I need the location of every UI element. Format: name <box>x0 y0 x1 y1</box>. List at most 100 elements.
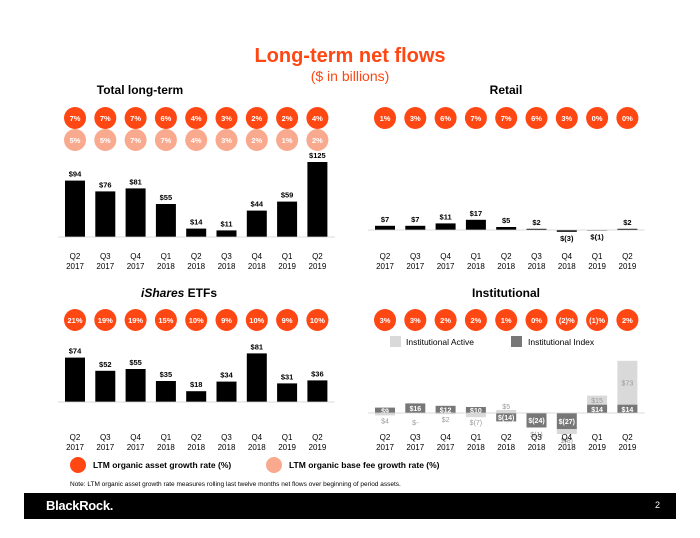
asset-growth-circle <box>276 309 299 331</box>
category-label-year: 2018 <box>528 443 546 452</box>
bar-value-label: $7 <box>411 215 419 224</box>
category-label-quarter: Q2 <box>70 433 81 442</box>
institutional-index-value-label: $5 <box>502 404 510 411</box>
category-label-year: 2017 <box>127 443 145 452</box>
category-label-year: 2018 <box>187 443 205 452</box>
institutional-index-value-label: $4 <box>381 418 389 425</box>
bar-value-label: $36 <box>311 369 324 378</box>
category-label-quarter: Q4 <box>561 433 572 442</box>
asset-growth-label: 2% <box>251 114 262 123</box>
slide-title: Long-term net flows <box>254 45 445 67</box>
legend-base-fee-growth-swatch <box>266 457 282 473</box>
asset-growth-label: 1% <box>380 114 391 123</box>
asset-growth-circle <box>306 309 329 331</box>
asset-growth-circle <box>185 107 208 129</box>
category-label-year: 2017 <box>406 262 424 271</box>
asset-growth-circle <box>94 309 117 331</box>
category-label-year: 2019 <box>619 262 637 271</box>
category-label-quarter: Q4 <box>561 252 572 261</box>
bar-value-label: $14 <box>190 218 203 227</box>
category-label-quarter: Q2 <box>622 252 633 261</box>
asset-growth-label: 15% <box>158 316 173 325</box>
bar-institutional-active <box>375 407 395 413</box>
bar-value-label: $74 <box>69 347 82 356</box>
asset-growth-circle <box>434 107 457 129</box>
asset-growth-label: 6% <box>160 114 171 123</box>
category-label-quarter: Q2 <box>622 433 633 442</box>
institutional-index-value-label: $73 <box>622 381 634 388</box>
bar <box>556 230 577 232</box>
ishares-title: iShares ETFs <box>141 286 217 300</box>
bar <box>307 162 328 237</box>
asset-growth-label: 19% <box>98 316 113 325</box>
asset-growth-label: 2% <box>282 114 293 123</box>
footnote: Note: LTM organic asset growth rate meas… <box>70 481 401 488</box>
asset-growth-label: 7% <box>470 114 481 123</box>
bar <box>186 391 207 402</box>
asset-growth-circle <box>555 107 578 129</box>
category-label-year: 2019 <box>619 443 637 452</box>
bar <box>277 383 298 402</box>
institutional-active-value-label: $(27) <box>559 419 575 426</box>
bar-institutional-active <box>405 403 426 413</box>
base-fee-growth-label: 5% <box>70 136 81 145</box>
category-label-quarter: Q1 <box>282 252 293 261</box>
bar-value-label: $81 <box>251 342 264 351</box>
asset-growth-circle <box>525 107 548 129</box>
bar <box>435 223 456 230</box>
asset-growth-circle <box>616 107 639 129</box>
base-fee-growth-label: 1% <box>282 136 293 145</box>
asset-growth-circle <box>154 309 177 331</box>
base-fee-growth-label: 7% <box>160 136 171 145</box>
bar-institutional-active <box>465 407 486 413</box>
bar <box>216 381 237 402</box>
category-label-year: 2019 <box>309 262 327 271</box>
category-label-year: 2019 <box>309 443 327 452</box>
category-label-year: 2018 <box>157 262 175 271</box>
asset-growth-label: 7% <box>70 114 81 123</box>
retail-title: Retail <box>490 83 523 97</box>
bar <box>246 210 267 237</box>
category-label-year: 2019 <box>588 443 606 452</box>
asset-growth-circle <box>124 309 147 331</box>
bar-value-label: $2 <box>623 218 631 227</box>
asset-growth-label: 3% <box>561 114 572 123</box>
bar <box>617 228 638 230</box>
category-label-quarter: Q1 <box>161 433 172 442</box>
bar-institutional-index <box>617 360 638 405</box>
base-fee-growth-label: 5% <box>100 136 111 145</box>
bar <box>465 219 486 230</box>
legend-swatch-institutional-index <box>511 336 522 347</box>
legend-swatch-institutional-active <box>390 336 401 347</box>
asset-growth-circle <box>525 309 548 331</box>
category-label-quarter: Q2 <box>191 252 202 261</box>
institutional-index-value-label: $15 <box>591 398 603 405</box>
asset-growth-circle <box>404 309 427 331</box>
bar <box>125 369 146 402</box>
category-label-quarter: Q4 <box>251 252 262 261</box>
bar-value-label: $81 <box>129 177 142 186</box>
asset-growth-circle <box>495 309 518 331</box>
bar <box>496 227 517 230</box>
base-fee-growth-circle <box>306 129 329 151</box>
institutional-active-value-label: $14 <box>591 407 603 414</box>
bar <box>405 225 426 230</box>
legend-base-fee-growth-label: LTM organic base fee growth rate (%) <box>289 460 440 470</box>
category-label-year: 2018 <box>558 262 576 271</box>
legend-label-institutional-index: Institutional Index <box>528 337 595 347</box>
category-label-quarter: Q2 <box>312 433 323 442</box>
category-label-year: 2017 <box>406 443 424 452</box>
asset-growth-label: 4% <box>191 114 202 123</box>
asset-growth-label: 4% <box>312 114 323 123</box>
bar-institutional-active <box>435 405 456 413</box>
asset-growth-circle <box>64 107 86 129</box>
asset-growth-circle <box>306 107 329 129</box>
bar <box>216 230 237 237</box>
category-label-year: 2018 <box>187 262 205 271</box>
bar-institutional-index <box>587 395 608 405</box>
institutional-active-value-label: $16 <box>409 406 421 413</box>
bar-value-label: $31 <box>281 372 294 381</box>
asset-growth-circle <box>374 107 396 129</box>
asset-growth-label: 10% <box>310 316 325 325</box>
asset-growth-label: 10% <box>189 316 204 325</box>
